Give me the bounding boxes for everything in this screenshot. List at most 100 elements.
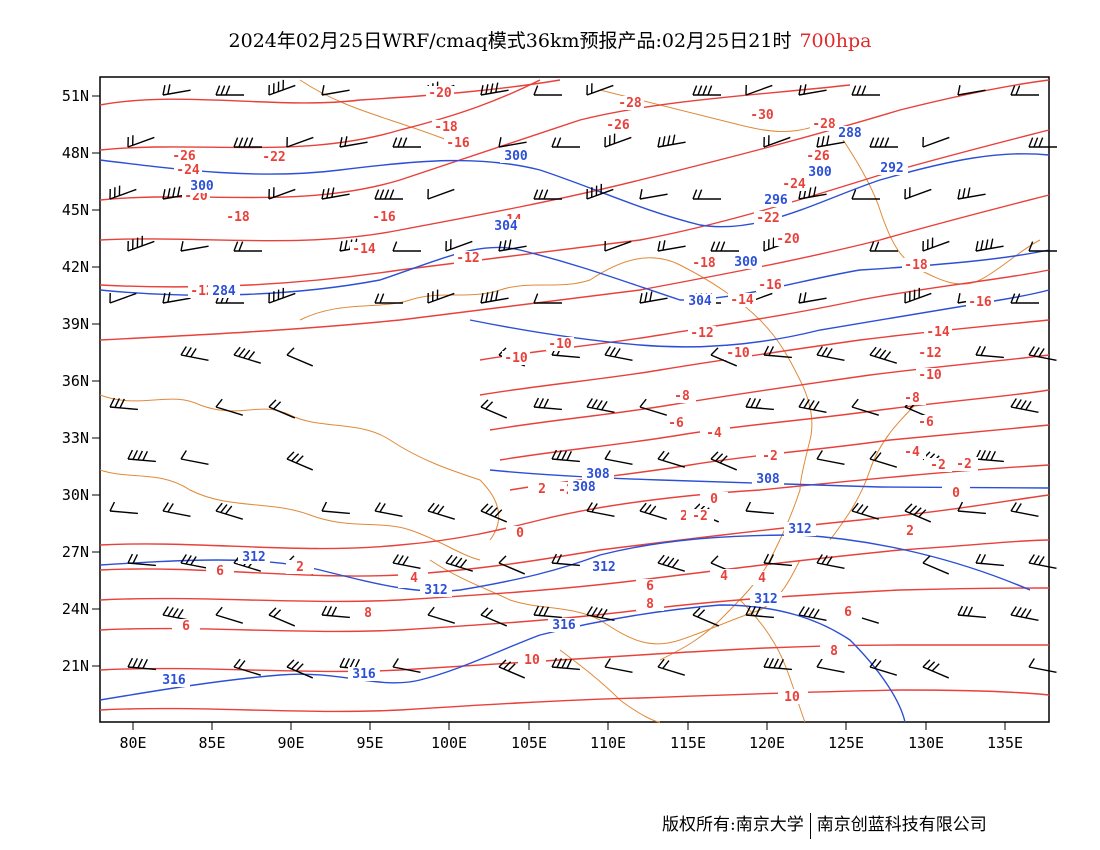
wind-barb xyxy=(1028,658,1057,674)
temperature-label-bg xyxy=(224,210,252,224)
height-label-bg xyxy=(208,284,240,298)
lon-tick-label: 115E xyxy=(670,734,706,752)
lon-tick-label: 125E xyxy=(828,734,864,752)
height-label-bg xyxy=(568,480,600,494)
temperature-label: -26 xyxy=(172,149,196,164)
temperature-label: 8 xyxy=(646,597,654,612)
temperature-label-bg xyxy=(616,96,644,110)
wind-barb xyxy=(1010,85,1039,96)
wind-barb xyxy=(127,553,156,567)
wind-barb xyxy=(445,239,473,252)
temperature-label-bg xyxy=(350,242,378,256)
lon-tick-label: 80E xyxy=(119,734,146,752)
lon-tick-label: 85E xyxy=(198,734,225,752)
temperature-label-bg xyxy=(636,597,664,611)
height-label: 300 xyxy=(734,255,758,270)
temperature-label: -16 xyxy=(968,295,992,310)
wind-barb xyxy=(268,187,296,200)
temperature-label: 2 xyxy=(538,482,546,497)
temperature-label: 8 xyxy=(364,606,372,621)
wind-barb xyxy=(321,501,350,515)
wind-barb xyxy=(975,553,1004,567)
lon-tick-label: 95E xyxy=(356,734,383,752)
temperature-label-bg xyxy=(546,337,574,351)
temperature-label-bg xyxy=(924,458,952,472)
wind-barb xyxy=(392,241,421,252)
wind-barb xyxy=(798,292,827,304)
lat-tick-label: 21N xyxy=(62,657,89,675)
height-label: 312 xyxy=(242,550,265,565)
height-label-bg xyxy=(588,560,620,574)
wind-barb xyxy=(498,137,527,148)
temperature-label-bg xyxy=(662,416,690,430)
wind-barb xyxy=(551,657,580,671)
wind-barb xyxy=(763,553,792,567)
wind-barb xyxy=(657,554,685,572)
wind-barb xyxy=(215,502,243,520)
wind-barb xyxy=(657,240,686,252)
wind-barb xyxy=(1028,241,1057,252)
height-label: 300 xyxy=(190,179,214,194)
wind-barb xyxy=(427,502,455,520)
wind-barb xyxy=(851,189,880,200)
temperature-label: -28 xyxy=(812,117,836,132)
height-label-bg xyxy=(804,165,836,179)
temperature-label-bg xyxy=(286,560,314,574)
temperature-label: -12 xyxy=(918,346,941,361)
temperature-label: 8 xyxy=(830,644,838,659)
wind-barb xyxy=(127,449,156,463)
height-label: 316 xyxy=(352,667,376,682)
height-label: 288 xyxy=(838,126,862,141)
company-text: 南京创蓝科技有限公司 xyxy=(816,815,987,835)
wind-barb xyxy=(233,137,262,148)
title-level: 700hpa xyxy=(799,30,872,52)
wind-barb xyxy=(321,187,350,200)
wind-barb xyxy=(586,183,614,200)
temperature-label: 2 xyxy=(906,524,914,539)
temperature-label-bg xyxy=(604,118,632,132)
footer-credits: 版权所有:南京大学 南京创蓝科技有限公司 xyxy=(662,810,987,839)
temperature-label: -18 xyxy=(434,120,458,135)
temperature-label: 10 xyxy=(784,690,800,705)
temperature-label: -6 xyxy=(918,415,934,430)
lat-tick-label: 27N xyxy=(62,543,89,561)
temperature-label: -16 xyxy=(372,210,396,225)
copyright-text: 版权所有:南京大学 xyxy=(662,815,804,835)
temperature-label: -30 xyxy=(750,108,774,123)
wind-barb xyxy=(162,84,191,96)
wind-barb xyxy=(604,240,632,252)
wind-barb xyxy=(586,502,615,518)
wind-barb xyxy=(922,555,950,575)
lon-tick-label: 110E xyxy=(590,734,626,752)
wind-barb xyxy=(816,658,845,674)
title-main: 2024年02月25日WRF/cmaq模式36km预报产品:02月25日21时 xyxy=(228,30,792,52)
wind-barb xyxy=(957,605,986,619)
temperature-label-bg xyxy=(370,210,398,224)
temperature-label: 4 xyxy=(410,571,418,586)
height-label: 308 xyxy=(572,480,596,495)
temperature-label-bg xyxy=(834,605,862,619)
height-label-bg xyxy=(876,161,908,175)
temperature-label: 4 xyxy=(758,571,766,586)
wind-barb xyxy=(922,659,950,679)
temperature-label-bg xyxy=(174,163,202,177)
height-label: 312 xyxy=(788,522,811,537)
temperature-label-bg xyxy=(688,326,716,340)
lat-tick-label: 45N xyxy=(62,201,89,219)
wind-barb xyxy=(975,345,1004,359)
wind-barb xyxy=(109,397,138,411)
wind-barb xyxy=(657,658,685,676)
temperature-label: -8 xyxy=(904,391,920,406)
temperature-label-bg xyxy=(950,457,978,471)
temperature-label: -6 xyxy=(668,416,684,431)
wind-barb xyxy=(180,241,209,252)
temperature-label-bg xyxy=(756,278,784,292)
wind-barb xyxy=(586,606,615,622)
wind-barb xyxy=(639,398,667,416)
temperature-label-bg xyxy=(754,211,782,225)
height-label-bg xyxy=(420,583,452,597)
temperature-label-bg xyxy=(724,346,752,360)
temperature-label: -20 xyxy=(428,86,452,101)
wind-barb xyxy=(957,85,986,96)
wind-barb xyxy=(180,554,209,570)
